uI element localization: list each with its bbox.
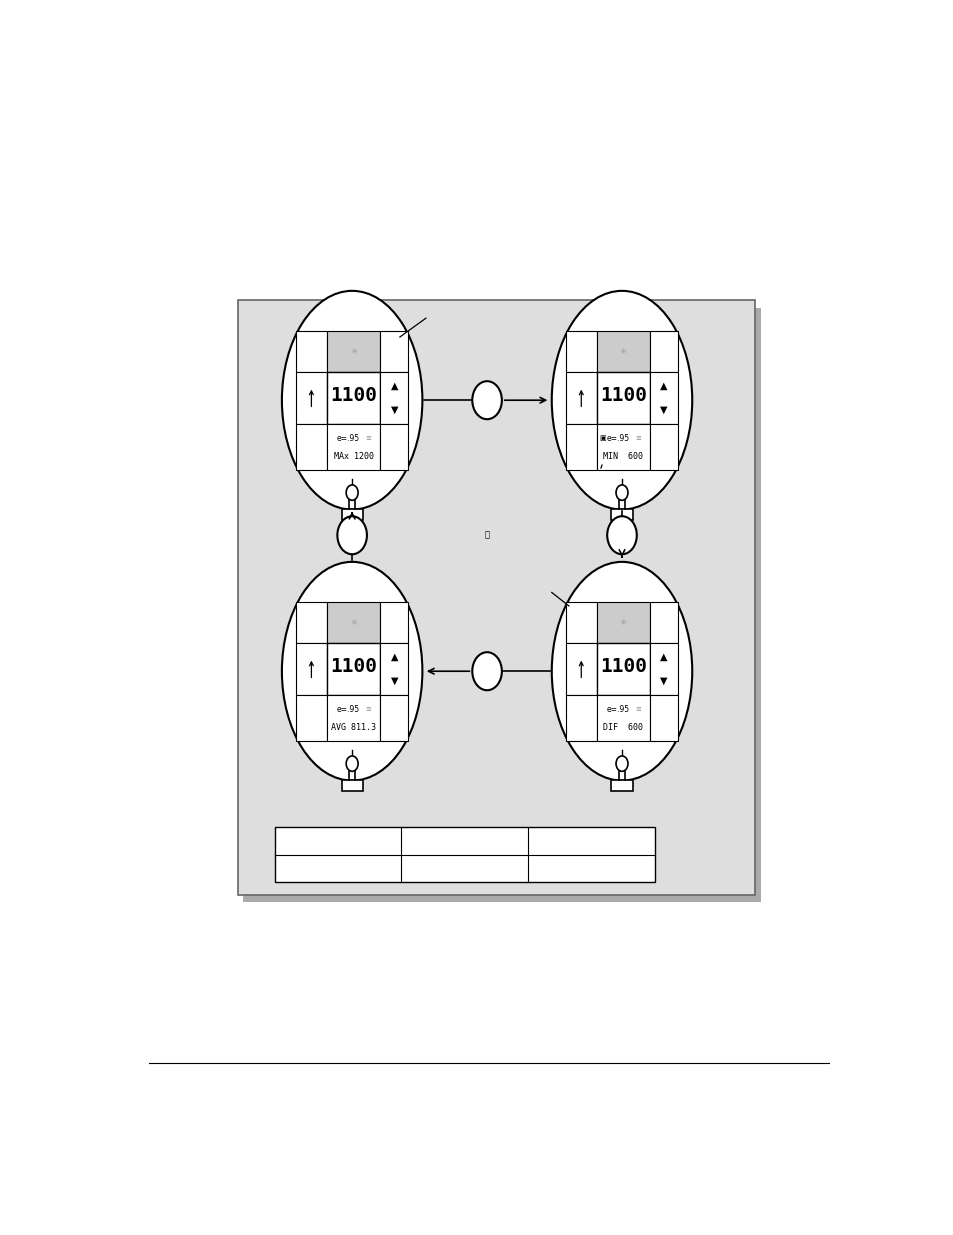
Bar [380,695,408,741]
Bar [596,643,649,695]
Bar [596,695,649,741]
Circle shape [337,516,367,555]
Bar [611,509,632,520]
Bar [380,643,408,695]
Text: ▲: ▲ [659,382,667,391]
Bar [649,695,678,741]
Bar [596,424,649,469]
Bar [295,372,327,424]
Text: ≡: ≡ [365,436,371,441]
Text: e=.95: e=.95 [606,705,629,714]
Bar [237,300,755,894]
Bar [295,424,327,469]
Bar [596,601,649,643]
Bar [327,372,380,424]
Bar [274,827,655,882]
Bar [565,424,596,469]
Text: ✳: ✳ [350,347,356,356]
Text: ▲: ▲ [659,652,667,662]
Bar [327,643,380,695]
Bar [611,781,632,792]
Bar [295,695,327,741]
Bar [649,601,678,643]
Circle shape [616,756,627,772]
Ellipse shape [551,562,692,781]
Text: ▼: ▼ [390,405,397,415]
Text: ✳: ✳ [619,347,626,356]
Text: e=.95: e=.95 [336,705,359,714]
Text: ✳: ✳ [619,618,626,627]
Text: 1100: 1100 [330,387,376,405]
Text: e=.95: e=.95 [606,433,629,443]
Bar [649,424,678,469]
Bar [565,643,596,695]
Ellipse shape [281,291,422,510]
Text: ≡: ≡ [635,436,640,441]
Bar [380,372,408,424]
Text: ▼: ▼ [659,676,667,685]
Bar [243,308,760,903]
Text: DIF  600: DIF 600 [603,724,642,732]
Bar [295,601,327,643]
Text: ✳: ✳ [350,618,356,627]
Text: ▲: ▲ [390,652,397,662]
Bar [565,331,596,372]
Bar [341,781,362,792]
Bar [565,695,596,741]
Bar [327,695,380,741]
Bar [596,331,649,372]
Bar [295,331,327,372]
Text: 1100: 1100 [599,657,646,676]
Bar [295,643,327,695]
Bar [649,331,678,372]
Circle shape [346,756,357,772]
Bar [649,643,678,695]
Bar [380,601,408,643]
Bar [596,372,649,424]
Circle shape [472,382,501,419]
Bar [565,372,596,424]
Circle shape [346,485,357,500]
Bar [380,331,408,372]
Ellipse shape [281,562,422,781]
Bar [380,424,408,469]
Circle shape [616,485,627,500]
Text: e=.95: e=.95 [336,433,359,443]
Text: AVG 811.3: AVG 811.3 [331,724,375,732]
Text: MAx 1200: MAx 1200 [334,452,374,462]
Bar [327,331,380,372]
Text: 1100: 1100 [330,657,376,676]
Bar [649,372,678,424]
Text: 🔒: 🔒 [484,531,489,540]
Bar [565,601,596,643]
Text: ▲: ▲ [390,382,397,391]
Ellipse shape [551,291,692,510]
Text: MIN  600: MIN 600 [603,452,642,462]
Text: ▣: ▣ [599,436,606,441]
Bar [327,601,380,643]
Bar [327,424,380,469]
Bar [341,509,362,520]
Text: ≡: ≡ [365,706,371,713]
Text: 1100: 1100 [599,387,646,405]
Text: ▼: ▼ [659,405,667,415]
Circle shape [606,516,637,555]
Circle shape [472,652,501,690]
Text: ▼: ▼ [390,676,397,685]
Text: ≡: ≡ [635,706,640,713]
